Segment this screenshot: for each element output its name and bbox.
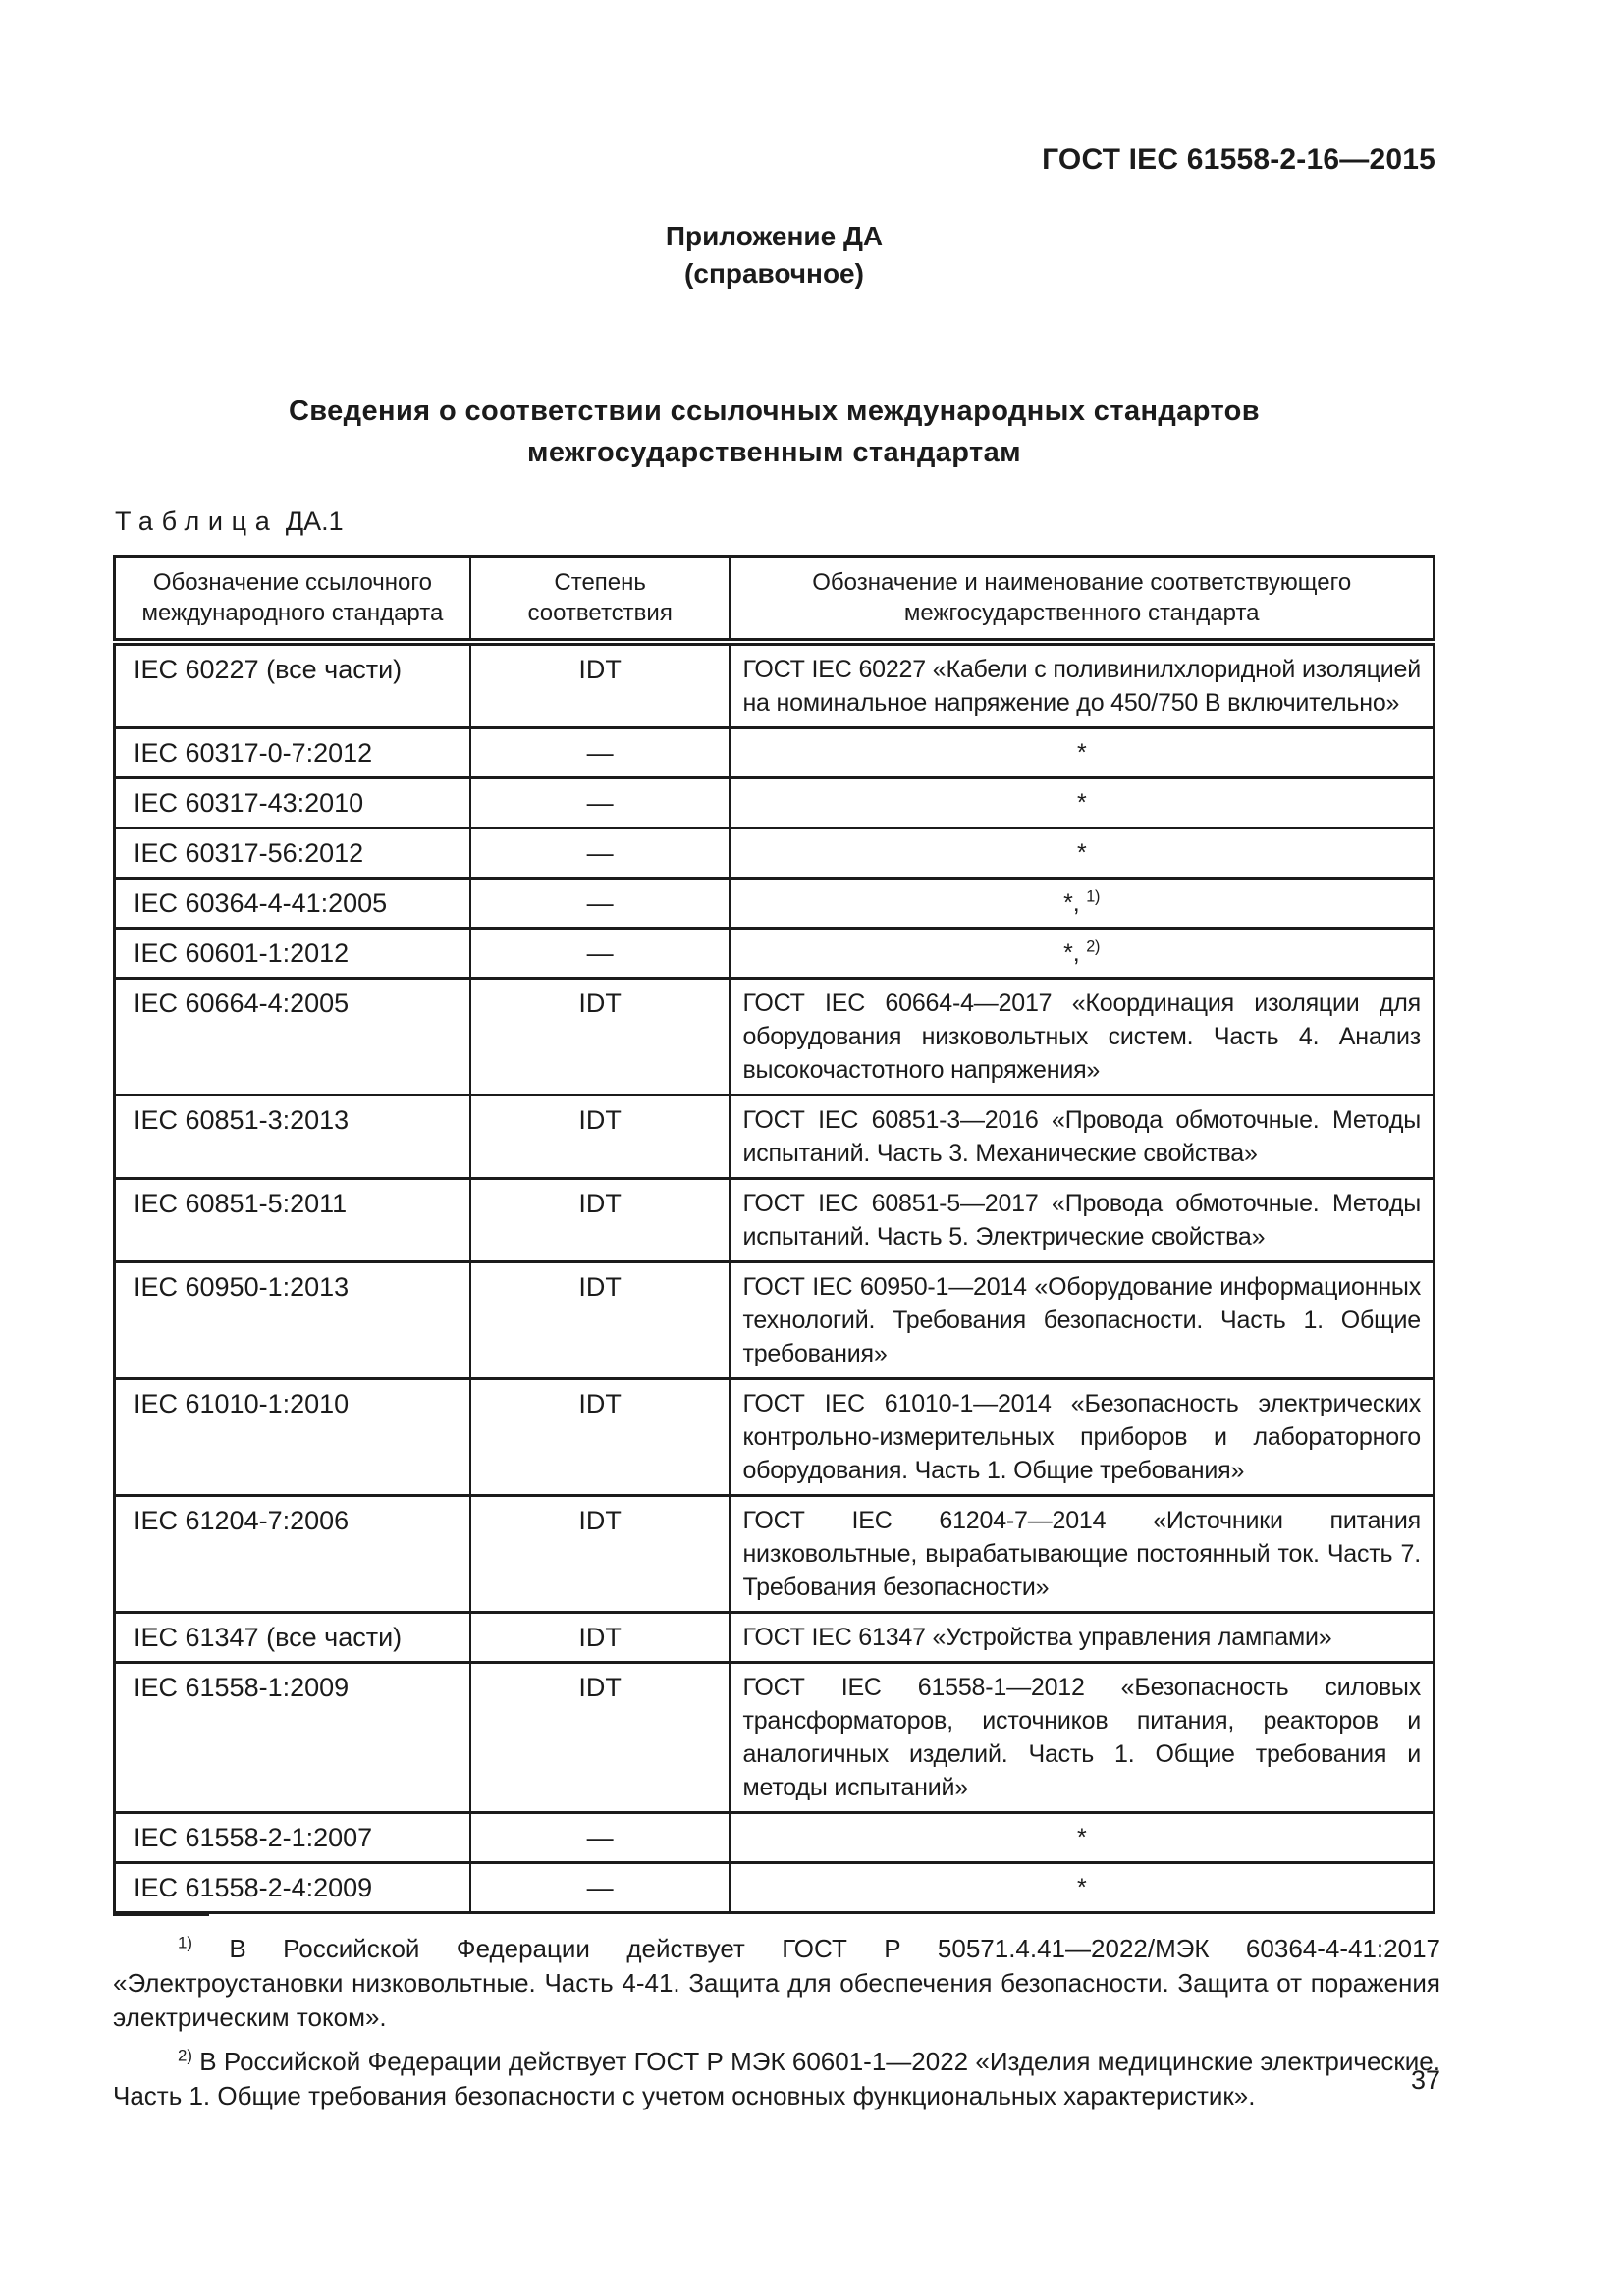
- gost-standard-cell: ГОСТ IEC 60664-4—2017 «Координация изоля…: [729, 977, 1435, 1096]
- intl-standard-cell: IEC 61204-7:2006: [113, 1494, 471, 1614]
- table-row: IEC 60950-1:2013 IDT ГОСТ IEC 60950-1—2014…: [113, 1260, 1435, 1380]
- intl-standard-cell: IEC 60851-5:2011: [113, 1177, 471, 1263]
- degree-cell: IDT: [468, 1177, 731, 1263]
- footnote-ref: 2): [178, 2046, 193, 2065]
- gost-standard-cell: *: [729, 726, 1435, 779]
- section-title-line2: межгосударственным стандартам: [526, 437, 1021, 468]
- table-row: IEC 61010-1:2010 IDT ГОСТ IEC 61010-1—2014…: [113, 1377, 1435, 1497]
- degree-cell: IDT: [468, 1661, 731, 1814]
- table-caption-label: Таблица: [115, 507, 279, 536]
- degree-cell: IDT: [468, 977, 731, 1096]
- gost-standard-cell: ГОСТ IEC 60851-3—2016 «Провода обмоточны…: [729, 1094, 1435, 1180]
- intl-standard-cell: IEC 61558-1:2009: [113, 1661, 471, 1814]
- table-row: IEC 60317-43:2010— *: [113, 776, 1435, 829]
- table-row: IEC 60851-5:2011 IDT ГОСТ IEC 60851-5—2017…: [113, 1177, 1435, 1263]
- footnote: 1) В Российской Федерации действует ГОСТ…: [113, 1933, 1440, 2032]
- page-header: ГОСТ IEC 61558-2-16—2015: [1042, 143, 1435, 176]
- table-header-cell: Обозначение и наименование соответствующ…: [729, 556, 1435, 646]
- table-row: IEC 61558-2-4:2009— *: [113, 1861, 1435, 1914]
- table-row: IEC 61558-1:2009 IDT ГОСТ IEC 61558-1—2012…: [113, 1661, 1435, 1814]
- footnotes: 1) В Российской Федерации действует ГОСТ…: [113, 1912, 1440, 2123]
- gost-standard-cell: ГОСТ IEC 61204-7—2014 «Источники питания…: [729, 1494, 1435, 1614]
- footnote-ref: 1): [1086, 887, 1101, 906]
- page-number: 37: [1410, 2065, 1440, 2095]
- degree-cell: IDT: [468, 1094, 731, 1180]
- intl-standard-cell: IEC 61558-2-4:2009: [113, 1861, 471, 1914]
- degree-cell: —: [468, 726, 731, 779]
- table-row: IEC 60227 (все части) IDT ГОСТ IEC 60227 «…: [113, 640, 1435, 729]
- intl-standard-cell: IEC 61558-2-1:2007: [113, 1811, 471, 1864]
- gost-standard-cell: *, 1): [729, 877, 1435, 930]
- appendix-title: Приложение ДА: [665, 221, 884, 251]
- standards-table-body: IEC 60227 (все части) IDT ГОСТ IEC 60227 «…: [113, 640, 1435, 1914]
- table-row: IEC 61558-2-1:2007— *: [113, 1811, 1435, 1864]
- standards-table: Обозначение ссылочного международного ст…: [113, 555, 1435, 1914]
- intl-standard-cell: IEC 60851-3:2013: [113, 1094, 471, 1180]
- footnote-separator: [113, 1912, 209, 1916]
- intl-standard-cell: IEC 60317-43:2010: [113, 776, 471, 829]
- intl-standard-cell: IEC 60664-4:2005: [113, 977, 471, 1096]
- gost-standard-cell: *, 2): [729, 927, 1435, 980]
- table-row: IEC 60601-1:2012— *, 2): [113, 927, 1435, 980]
- gost-standard-cell: *: [729, 1861, 1435, 1914]
- table-row: IEC 61204-7:2006 IDT ГОСТ IEC 61204-7—2014…: [113, 1494, 1435, 1614]
- degree-cell: IDT: [468, 640, 731, 729]
- table-header-row: Обозначение ссылочного международного ст…: [113, 556, 1435, 646]
- intl-standard-cell: IEC 60317-56:2012: [113, 827, 471, 880]
- gost-standard-cell: ГОСТ IEC 61558-1—2012 «Безопасность сило…: [729, 1661, 1435, 1814]
- table-row: IEC 60364-4-41:2005— *, 1): [113, 877, 1435, 930]
- intl-standard-cell: IEC 61347 (все части): [113, 1611, 471, 1664]
- table-header-cell: Степень соответствия: [468, 556, 731, 646]
- section-title: Сведения о соответствии ссылочных междун…: [113, 391, 1435, 473]
- footnote-ref: 1): [178, 1933, 193, 1952]
- gost-standard-cell: ГОСТ IEC 60227 «Кабели с поливинилхлорид…: [729, 640, 1435, 729]
- table-row: IEC 60851-3:2013 IDT ГОСТ IEC 60851-3—2016…: [113, 1094, 1435, 1180]
- degree-cell: IDT: [468, 1377, 731, 1497]
- table-row: IEC 60317-56:2012— *: [113, 827, 1435, 880]
- degree-cell: —: [468, 877, 731, 930]
- gost-standard-cell: ГОСТ IEC 60851-5—2017 «Провода обмоточны…: [729, 1177, 1435, 1263]
- section-title-line1: Сведения о соответствии ссылочных междун…: [288, 396, 1261, 427]
- gost-standard-cell: ГОСТ IEC 61347 «Устройства управления ла…: [729, 1611, 1435, 1664]
- degree-cell: —: [468, 776, 731, 829]
- degree-cell: IDT: [468, 1494, 731, 1614]
- gost-standard-cell: *: [729, 1811, 1435, 1864]
- intl-standard-cell: IEC 60364-4-41:2005: [113, 877, 471, 930]
- footnote: 2) В Российской Федерации действует ГОСТ…: [113, 2046, 1440, 2110]
- degree-cell: IDT: [468, 1260, 731, 1380]
- intl-standard-cell: IEC 60601-1:2012: [113, 927, 471, 980]
- gost-standard-cell: *: [729, 776, 1435, 829]
- degree-cell: —: [468, 1861, 731, 1914]
- intl-standard-cell: IEC 61010-1:2010: [113, 1377, 471, 1497]
- table-header-cell: Обозначение ссылочного международного ст…: [113, 556, 471, 646]
- intl-standard-cell: IEC 60950-1:2013: [113, 1260, 471, 1380]
- intl-standard-cell: IEC 60227 (все части): [113, 640, 471, 729]
- degree-cell: —: [468, 927, 731, 980]
- table-caption: Таблица ДА.1: [115, 507, 344, 537]
- gost-standard-cell: *: [729, 827, 1435, 880]
- standards-table-head: Обозначение ссылочного международного ст…: [113, 556, 1435, 646]
- table-row: IEC 60317-0-7:2012— *: [113, 726, 1435, 779]
- footnotes-list: 1) В Российской Федерации действует ГОСТ…: [113, 1932, 1440, 2113]
- appendix-subtitle: (справочное): [684, 258, 864, 289]
- degree-cell: —: [468, 1811, 731, 1864]
- intl-standard-cell: IEC 60317-0-7:2012: [113, 726, 471, 779]
- gost-standard-cell: ГОСТ IEC 61010-1—2014 «Безопасность элек…: [729, 1377, 1435, 1497]
- degree-cell: —: [468, 827, 731, 880]
- gost-standard-cell: ГОСТ IEC 60950-1—2014 «Оборудование инфо…: [729, 1260, 1435, 1380]
- table-row: IEC 60664-4:2005 IDT ГОСТ IEC 60664-4—2017…: [113, 977, 1435, 1096]
- appendix-heading: Приложение ДА (справочное): [113, 218, 1435, 293]
- table-caption-number: ДА.1: [285, 507, 344, 536]
- degree-cell: IDT: [468, 1611, 731, 1664]
- table-row: IEC 61347 (все части) IDT ГОСТ IEC 61347 «…: [113, 1611, 1435, 1664]
- footnote-ref: 2): [1086, 937, 1101, 956]
